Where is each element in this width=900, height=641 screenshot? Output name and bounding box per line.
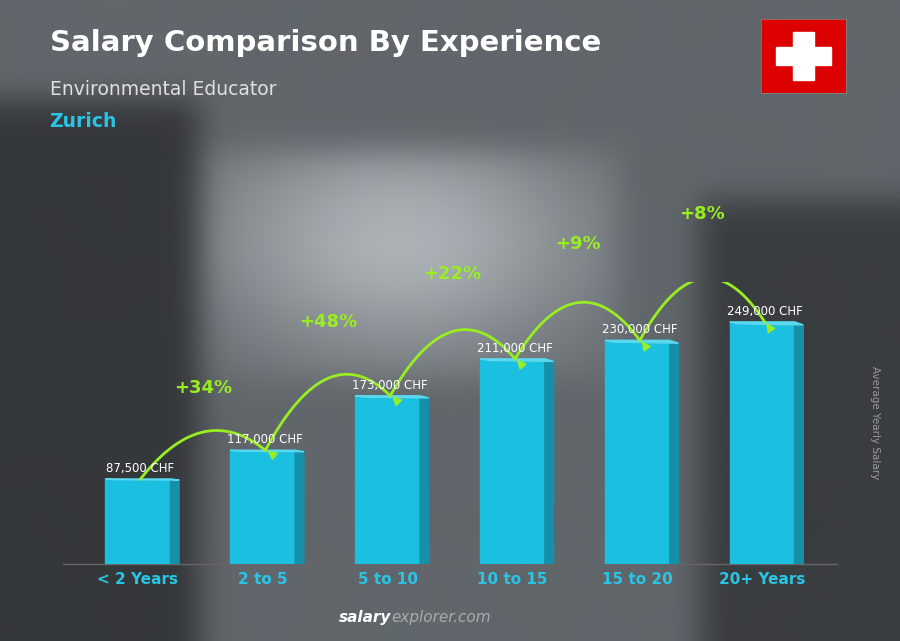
Bar [776, 47, 831, 65]
Text: +48%: +48% [299, 313, 357, 331]
Text: Average Yearly Salary: Average Yearly Salary [869, 367, 880, 479]
Text: Salary Comparison By Experience: Salary Comparison By Experience [50, 29, 601, 57]
Text: Environmental Educator: Environmental Educator [50, 80, 276, 99]
Text: 173,000 CHF: 173,000 CHF [353, 379, 428, 392]
Text: 249,000 CHF: 249,000 CHF [727, 304, 803, 318]
Text: salary: salary [339, 610, 392, 625]
Text: +8%: +8% [680, 205, 725, 223]
Polygon shape [480, 359, 544, 564]
Polygon shape [295, 450, 304, 564]
Polygon shape [480, 359, 554, 362]
Polygon shape [730, 322, 804, 325]
Polygon shape [356, 396, 428, 398]
Polygon shape [230, 450, 295, 564]
Polygon shape [230, 450, 304, 452]
Polygon shape [105, 479, 170, 564]
Polygon shape [170, 479, 179, 564]
Text: +22%: +22% [424, 265, 482, 283]
Text: 230,000 CHF: 230,000 CHF [602, 323, 678, 336]
Text: 211,000 CHF: 211,000 CHF [477, 342, 553, 354]
Text: Zurich: Zurich [50, 112, 117, 131]
Polygon shape [356, 396, 420, 564]
Polygon shape [730, 322, 795, 564]
Polygon shape [544, 359, 554, 564]
Polygon shape [605, 340, 679, 343]
Bar [793, 33, 814, 79]
Polygon shape [670, 340, 679, 564]
Polygon shape [605, 340, 670, 564]
Text: 117,000 CHF: 117,000 CHF [228, 433, 303, 446]
Text: 87,500 CHF: 87,500 CHF [106, 462, 175, 475]
Polygon shape [420, 396, 428, 564]
Text: +9%: +9% [554, 235, 600, 253]
Polygon shape [105, 479, 179, 480]
Text: explorer.com: explorer.com [392, 610, 491, 625]
Text: +34%: +34% [174, 379, 232, 397]
Polygon shape [795, 322, 804, 564]
